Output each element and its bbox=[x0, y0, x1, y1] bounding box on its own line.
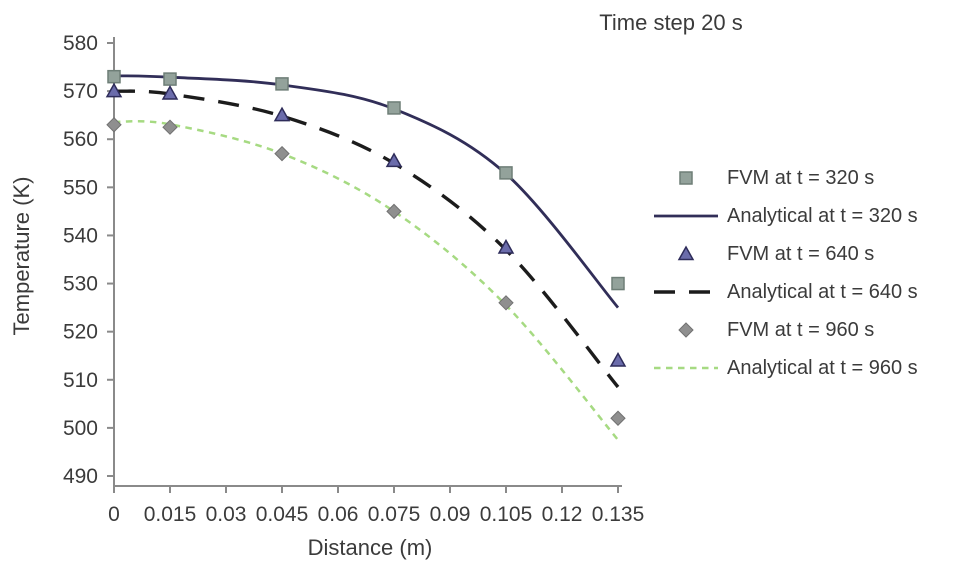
x-tick-label: 0.015 bbox=[144, 503, 197, 526]
legend-label: FVM at t = 320 s bbox=[727, 166, 875, 189]
legend-swatch bbox=[654, 366, 718, 370]
x-tick-label: 0.105 bbox=[480, 503, 533, 526]
triangle-marker-icon bbox=[677, 245, 695, 261]
square-marker-icon bbox=[275, 77, 289, 91]
x-axis-title: Distance (m) bbox=[307, 535, 433, 560]
series-line-analytical-at-t-320-s bbox=[113, 74, 620, 309]
triangle-marker-icon bbox=[385, 152, 403, 168]
x-tick-label: 0.075 bbox=[368, 503, 421, 526]
legend-swatch bbox=[654, 290, 718, 294]
legend-swatch bbox=[679, 171, 693, 185]
legend-label: Analytical at t = 640 s bbox=[727, 280, 918, 303]
legend-label: Analytical at t = 320 s bbox=[727, 204, 918, 227]
square-marker-icon bbox=[611, 276, 625, 291]
x-tick-label: 0.12 bbox=[542, 503, 583, 526]
legend-swatch bbox=[678, 322, 694, 338]
axes bbox=[113, 37, 622, 487]
legend-label: Analytical at t = 960 s bbox=[727, 356, 918, 379]
square-marker-icon bbox=[679, 171, 693, 185]
legend-item-4: FVM at t = 960 s bbox=[646, 311, 918, 349]
y-tick-label: 540 bbox=[63, 224, 98, 247]
x-tick-label: 0 bbox=[108, 503, 120, 526]
diamond-marker-icon bbox=[386, 203, 402, 220]
y-tick-label: 490 bbox=[63, 465, 98, 488]
series-line-analytical-at-t-640-s bbox=[113, 89, 620, 389]
legend-label: FVM at t = 960 s bbox=[727, 318, 875, 341]
y-tick-label: 500 bbox=[63, 417, 98, 440]
diamond-marker-icon bbox=[162, 119, 178, 135]
y-tick-label: 520 bbox=[63, 321, 98, 344]
y-tick-label: 560 bbox=[63, 128, 98, 151]
x-tick-label: 0.135 bbox=[592, 503, 645, 526]
legend-item-3: Analytical at t = 640 s bbox=[646, 273, 918, 311]
legend-item-2: FVM at t = 640 s bbox=[646, 235, 918, 273]
triangle-marker-icon bbox=[609, 351, 627, 367]
x-tick-label: 0.045 bbox=[256, 503, 309, 526]
triangle-marker-icon bbox=[497, 238, 515, 254]
y-tick-label: 570 bbox=[63, 80, 98, 103]
legend-item-5: Analytical at t = 960 s bbox=[646, 349, 918, 387]
legend-item-0: FVM at t = 320 s bbox=[646, 159, 918, 197]
series-line-analytical-at-t-960-s bbox=[113, 120, 619, 441]
legend-item-1: Analytical at t = 320 s bbox=[646, 197, 918, 235]
square-marker-icon bbox=[499, 166, 513, 180]
x-axis-ticks: 0 0.015 0.03 0.045 0.06 0.075 0.09 0.105 0.12 0.1… bbox=[108, 486, 644, 526]
y-tick-label: 530 bbox=[63, 273, 98, 296]
x-tick-label: 0.03 bbox=[206, 503, 247, 526]
legend: FVM at t = 320 s Analytical at t = 320 s F… bbox=[646, 159, 918, 387]
x-tick-label: 0.09 bbox=[430, 503, 471, 526]
diamond-marker-icon bbox=[610, 410, 626, 426]
chart-title: Time step 20 s bbox=[599, 10, 743, 35]
y-axis-ticks: 490 500 510 520 530 540 550 560 570 580 bbox=[63, 32, 114, 488]
legend-swatch bbox=[677, 245, 695, 261]
legend-swatch bbox=[654, 214, 718, 218]
triangle-marker-icon bbox=[161, 84, 179, 100]
square-marker-icon bbox=[107, 69, 121, 84]
series-markers-fvm-at-t-960-s bbox=[106, 117, 626, 426]
legend-label: FVM at t = 640 s bbox=[727, 242, 875, 265]
square-marker-icon bbox=[387, 101, 401, 115]
diamond-marker-icon bbox=[498, 295, 514, 311]
series-markers-fvm-at-t-320-s bbox=[107, 69, 625, 291]
diamond-marker-icon bbox=[274, 145, 290, 162]
diamond-marker-icon bbox=[106, 117, 122, 133]
y-tick-label: 550 bbox=[63, 176, 98, 199]
series-markers-fvm-at-t-640-s bbox=[105, 82, 627, 367]
square-marker-icon bbox=[163, 72, 177, 86]
x-tick-label: 0.06 bbox=[318, 503, 359, 526]
triangle-marker-icon bbox=[105, 82, 123, 98]
triangle-marker-icon bbox=[273, 106, 291, 122]
diamond-marker-icon bbox=[678, 322, 694, 338]
y-tick-label: 580 bbox=[63, 32, 98, 55]
y-tick-label: 510 bbox=[63, 369, 98, 392]
